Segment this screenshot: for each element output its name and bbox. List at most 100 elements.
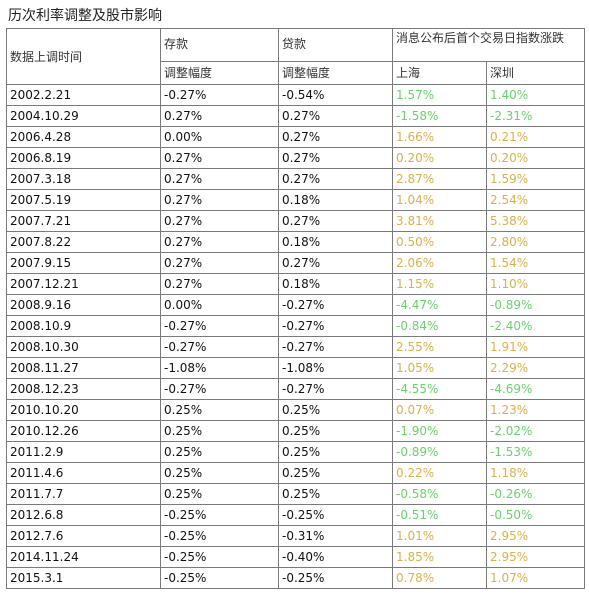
cell-deposit: 0.25% xyxy=(160,420,279,442)
cell-date: 2008.12.23 xyxy=(6,378,161,400)
cell-loan: -1.08% xyxy=(278,357,393,379)
cell-sz: 5.38% xyxy=(485,210,586,232)
cell-deposit: 0.25% xyxy=(160,483,279,505)
cell-date: 2007.7.21 xyxy=(6,210,161,232)
cell-sz: -2.02% xyxy=(485,420,586,442)
cell-deposit: 0.25% xyxy=(160,441,279,463)
cell-loan: 0.27% xyxy=(278,168,393,190)
table-row: 2002.2.21 -0.27% -0.54% 1.57% 1.40% xyxy=(6,84,586,106)
cell-date: 2002.2.21 xyxy=(6,84,161,106)
header-date: 数据上调时间 xyxy=(6,28,161,85)
cell-loan: 0.25% xyxy=(278,399,393,421)
table-row: 2008.12.23 -0.27% -0.27% -4.55% -4.69% xyxy=(6,378,586,400)
cell-sz: -2.31% xyxy=(485,105,586,127)
table-row: 2010.12.26 0.25% 0.25% -1.90% -2.02% xyxy=(6,420,586,442)
table-row: 2008.10.30 -0.27% -0.27% 2.55% 1.91% xyxy=(6,336,586,358)
cell-deposit: 0.27% xyxy=(160,105,279,127)
cell-loan: 0.27% xyxy=(278,126,393,148)
document: 历次利率调整及股市影响 数据上调时间 存款 贷款 消息公布后首个交易日指数涨跌 … xyxy=(6,4,586,589)
cell-sz: -2.40% xyxy=(485,315,586,337)
rate-table: 数据上调时间 存款 贷款 消息公布后首个交易日指数涨跌 调整幅度 调整幅度 上海… xyxy=(6,28,586,589)
cell-deposit: -0.25% xyxy=(160,525,279,547)
cell-sh: 1.15% xyxy=(392,273,487,295)
cell-deposit: 0.27% xyxy=(160,210,279,232)
cell-sz: -0.50% xyxy=(485,504,586,526)
cell-loan: 0.25% xyxy=(278,420,393,442)
cell-loan: -0.54% xyxy=(278,84,393,106)
table-row: 2006.4.28 0.00% 0.27% 1.66% 0.21% xyxy=(6,126,586,148)
cell-deposit: 0.27% xyxy=(160,231,279,253)
table-row: 2008.11.27 -1.08% -1.08% 1.05% 2.29% xyxy=(6,357,586,379)
table-row: 2011.2.9 0.25% 0.25% -0.89% -1.53% xyxy=(6,441,586,463)
page-title: 历次利率调整及股市影响 xyxy=(8,8,162,24)
cell-sz: -1.53% xyxy=(485,441,586,463)
cell-sz: -0.89% xyxy=(485,294,586,316)
subheader-row: 调整幅度 调整幅度 上海 深圳 xyxy=(7,61,586,85)
cell-sh: 1.01% xyxy=(392,525,487,547)
cell-loan: 0.27% xyxy=(278,210,393,232)
cell-deposit: -1.08% xyxy=(160,357,279,379)
table-row: 2012.6.8 -0.25% -0.25% -0.51% -0.50% xyxy=(6,504,586,526)
cell-deposit: -0.25% xyxy=(160,567,279,589)
cell-sh: 0.78% xyxy=(392,567,487,589)
cell-deposit: 0.27% xyxy=(160,273,279,295)
cell-sh: 0.22% xyxy=(392,462,487,484)
cell-loan: -0.25% xyxy=(278,567,393,589)
table-row: 2007.9.15 0.27% 0.27% 2.06% 1.54% xyxy=(6,252,586,274)
cell-deposit: 0.27% xyxy=(160,147,279,169)
header-row: 数据上调时间 存款 贷款 消息公布后首个交易日指数涨跌 xyxy=(6,28,586,85)
cell-sz: 1.59% xyxy=(485,168,586,190)
cell-sh: 0.07% xyxy=(392,399,487,421)
header-deposit: 存款 xyxy=(160,28,279,62)
cell-sh: -1.90% xyxy=(392,420,487,442)
cell-deposit: -0.27% xyxy=(160,378,279,400)
cell-sz: -4.69% xyxy=(485,378,586,400)
cell-date: 2006.8.19 xyxy=(6,147,161,169)
cell-deposit: -0.25% xyxy=(160,504,279,526)
cell-sz: 1.40% xyxy=(485,84,586,106)
cell-sh: -0.58% xyxy=(392,483,487,505)
cell-sz: 0.20% xyxy=(485,147,586,169)
cell-deposit: -0.27% xyxy=(160,336,279,358)
table-row: 2007.3.18 0.27% 0.27% 2.87% 1.59% xyxy=(6,168,586,190)
cell-date: 2008.11.27 xyxy=(6,357,161,379)
table-row: 2008.10.9 -0.27% -0.27% -0.84% -2.40% xyxy=(6,315,586,337)
cell-date: 2015.3.1 xyxy=(6,567,161,589)
cell-date: 2008.10.30 xyxy=(6,336,161,358)
cell-sh: 1.66% xyxy=(392,126,487,148)
cell-sh: 1.04% xyxy=(392,189,487,211)
cell-sh: 0.50% xyxy=(392,231,487,253)
cell-sh: -4.55% xyxy=(392,378,487,400)
header-loan-sub: 调整幅度 xyxy=(278,61,393,85)
cell-deposit: -0.25% xyxy=(160,546,279,568)
cell-date: 2007.8.22 xyxy=(6,231,161,253)
cell-deposit: 0.25% xyxy=(160,462,279,484)
cell-sh: -0.89% xyxy=(392,441,487,463)
cell-loan: -0.25% xyxy=(278,504,393,526)
cell-sz: 0.21% xyxy=(485,126,586,148)
cell-date: 2006.4.28 xyxy=(6,126,161,148)
cell-sh: 2.55% xyxy=(392,336,487,358)
cell-deposit: 0.27% xyxy=(160,168,279,190)
cell-sh: -0.84% xyxy=(392,315,487,337)
cell-loan: 0.18% xyxy=(278,273,393,295)
cell-date: 2008.10.9 xyxy=(6,315,161,337)
cell-sh: 2.06% xyxy=(392,252,487,274)
cell-sz: 1.07% xyxy=(485,567,586,589)
cell-loan: 0.27% xyxy=(278,252,393,274)
header-market: 消息公布后首个交易日指数涨跌 xyxy=(391,28,586,62)
cell-sz: 1.91% xyxy=(485,336,586,358)
table-row: 2011.7.7 0.25% 0.25% -0.58% -0.26% xyxy=(6,483,586,505)
cell-date: 2011.4.6 xyxy=(6,462,161,484)
table-row: 2007.12.21 0.27% 0.18% 1.15% 1.10% xyxy=(6,273,586,295)
table-row: 2011.4.6 0.25% 0.25% 0.22% 1.18% xyxy=(6,462,586,484)
cell-sh: 1.05% xyxy=(392,357,487,379)
cell-loan: -0.31% xyxy=(278,525,393,547)
cell-sh: 1.57% xyxy=(392,84,487,106)
table-row: 2010.10.20 0.25% 0.25% 0.07% 1.23% xyxy=(6,399,586,421)
cell-sh: 0.20% xyxy=(392,147,487,169)
cell-deposit: 0.27% xyxy=(160,189,279,211)
cell-date: 2010.12.26 xyxy=(6,420,161,442)
cell-sz: 2.29% xyxy=(485,357,586,379)
table-row: 2007.7.21 0.27% 0.27% 3.81% 5.38% xyxy=(6,210,586,232)
